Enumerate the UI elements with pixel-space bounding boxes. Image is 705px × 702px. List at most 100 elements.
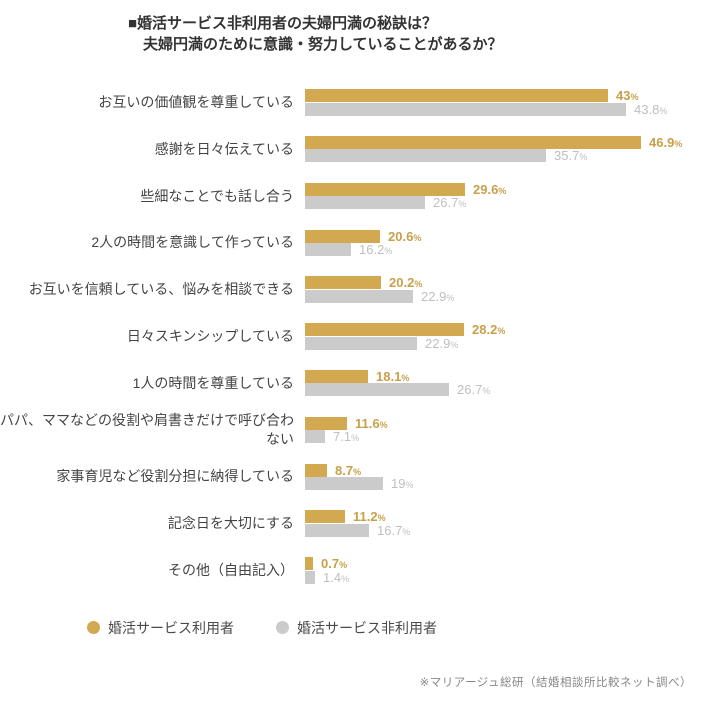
bar-line: 22.9% (305, 336, 705, 350)
bar-service-user (305, 323, 464, 337)
bar-service-user (305, 276, 381, 290)
category-label: お互いの価値観を尊重している (98, 93, 294, 110)
category-label: 些細なことでも話し合う (140, 187, 294, 204)
bar-service-user (305, 416, 347, 430)
value-label: 28.2% (472, 322, 506, 338)
legend: 婚活サービス利用者 婚活サービス非利用者 (87, 618, 705, 638)
value-label: 19% (391, 476, 414, 492)
bar-line: 46.9% (305, 134, 705, 150)
bar-service-user (305, 135, 641, 149)
value-label: 16.2% (359, 242, 393, 258)
value-label: 29.6% (473, 181, 507, 197)
bar-line: 19% (305, 477, 705, 491)
bar-line: 16.7% (305, 522, 705, 538)
chart-row: 2人の時間を意識して作っている 20.6% 16.2% (0, 219, 705, 266)
bar-service-user (305, 557, 313, 571)
value-label: 11.2% (353, 509, 386, 525)
bar-group: 28.2% 22.9% (305, 323, 705, 350)
bar-line: 20.6% (305, 229, 705, 243)
value-label: 35.7% (554, 148, 588, 164)
bar-line: 28.2% (305, 323, 705, 337)
bar-line: 35.7% (305, 149, 705, 163)
bar-line: 22.9% (305, 288, 705, 304)
bar-line: 11.2% (305, 510, 705, 524)
bar-group: 11.2% 16.7% (305, 510, 705, 537)
bar-service-nonuser (305, 196, 425, 210)
bar-service-nonuser (305, 523, 369, 537)
value-label: 16.7% (377, 522, 411, 538)
value-label: 20.2% (389, 275, 423, 291)
chart-row: お互いの価値観を尊重している 43% 43.8% (0, 79, 705, 126)
value-label: 43% (616, 88, 639, 104)
legend-label: 婚活サービス非利用者 (297, 619, 437, 636)
value-label: 46.9% (649, 134, 683, 150)
bar-service-nonuser (305, 149, 546, 163)
legend-item-service-nonuser: 婚活サービス非利用者 (276, 618, 437, 638)
category-label: お互いを信頼している、悩みを相談できる (28, 281, 294, 298)
bar-line: 29.6% (305, 182, 705, 196)
category-label: 感謝を日々伝えている (154, 140, 294, 157)
bar-line: 43.8% (305, 102, 705, 116)
bar-line: 18.1% (305, 368, 705, 384)
chart-row: 1人の時間を尊重している 18.1% 26.7% (0, 360, 705, 407)
chart-row: その他（自由記入） 0.7% 1.4% (0, 547, 705, 594)
bar-group: 20.2% 22.9% (305, 276, 705, 303)
bar-line: 26.7% (305, 196, 705, 210)
bar-service-nonuser (305, 102, 626, 116)
bar-line: 8.7% (305, 463, 705, 477)
bar-line: 26.7% (305, 383, 705, 397)
bar-line: 43% (305, 89, 705, 103)
bar-line: 7.1% (305, 430, 705, 444)
bar-group: 29.6% 26.7% (305, 182, 705, 210)
category-label: 1人の時間を尊重している (132, 374, 294, 391)
value-label: 43.8% (634, 101, 668, 117)
legend-item-service-user: 婚活サービス利用者 (87, 618, 234, 638)
bar-line: 16.2% (305, 243, 705, 257)
bar-service-user (305, 463, 327, 477)
value-label: 22.9% (421, 288, 455, 304)
legend-dot-gray-icon (276, 621, 289, 635)
category-label: 2人の時間を意識して作っている (91, 234, 294, 251)
bar-group: 18.1% 26.7% (305, 368, 705, 397)
chart-row: 些細なことでも話し合う 29.6% 26.7% (0, 173, 705, 220)
bar-group: 43% 43.8% (305, 89, 705, 116)
category-label: その他（自由記入） (168, 561, 294, 578)
legend-label: 婚活サービス利用者 (108, 619, 234, 636)
value-label: 7.1% (333, 429, 360, 445)
category-label: 家事育児など役割分担に納得している (56, 468, 294, 485)
bar-group: 0.7% 1.4% (305, 557, 705, 584)
bar-service-user (305, 182, 465, 196)
category-label: 記念日を大切にする (167, 515, 294, 532)
bar-service-nonuser (305, 336, 417, 350)
chart-row: 家事育児など役割分担に納得している 8.7% 19% (0, 453, 705, 500)
chart-row: パパ、ママなどの役割や肩書きだけで呼び合わない 11.6% 7.1% (0, 407, 705, 454)
chart-row: 日々スキンシップしている 28.2% 22.9% (0, 313, 705, 360)
bar-line: 1.4% (305, 570, 705, 584)
legend-dot-gold-icon (87, 621, 100, 635)
bar-service-nonuser (305, 430, 325, 444)
chart-title-line2: 夫婦円満のために意識・努力していることがあるか？ (143, 36, 503, 53)
value-label: 11.6% (355, 415, 388, 431)
bar-service-user (305, 369, 368, 383)
value-label: 1.4% (323, 569, 350, 585)
bar-group: 8.7% 19% (305, 463, 705, 491)
chart-row: 記念日を大切にする 11.2% 16.7% (0, 500, 705, 547)
category-label: パパ、ママなどの役割や肩書きだけで呼び合わない (0, 412, 294, 447)
bar-service-nonuser (305, 243, 351, 257)
bar-line: 20.2% (305, 276, 705, 290)
bar-service-user (305, 510, 345, 524)
value-label: 26.7% (457, 382, 491, 398)
bar-service-nonuser (305, 477, 383, 491)
value-label: 18.1% (376, 368, 410, 384)
bar-line: 11.6% (305, 416, 705, 430)
value-label: 26.7% (433, 195, 467, 211)
source-note: ※マリアージュ総研（結婚相談所比較ネット調べ） (419, 677, 692, 689)
bar-group: 46.9% 35.7% (305, 134, 705, 163)
bar-group: 20.6% 16.2% (305, 229, 705, 257)
value-label: 20.6% (388, 228, 422, 244)
bar-service-user (305, 89, 608, 103)
bar-service-user (305, 229, 380, 243)
category-label: 日々スキンシップしている (126, 327, 294, 344)
chart-title-line1: ■婚活サービス非利用者の夫婦円満の秘訣は？ (128, 15, 438, 32)
